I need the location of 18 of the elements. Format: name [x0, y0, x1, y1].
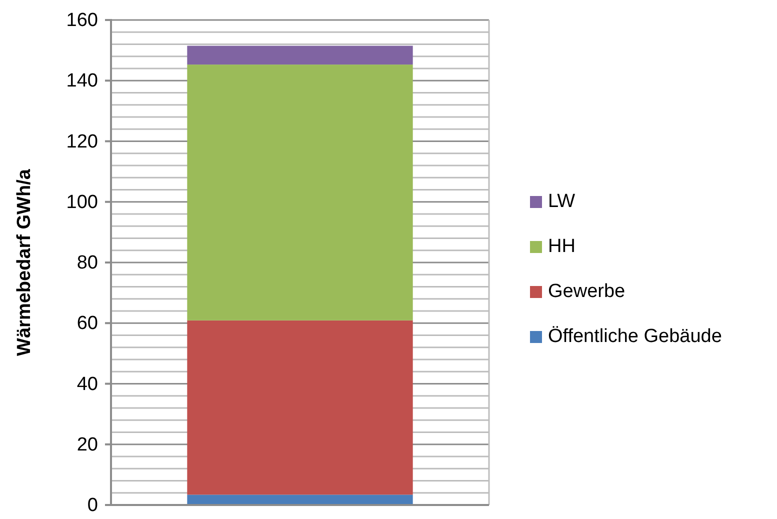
bar: [187, 64, 413, 320]
bar: [187, 46, 413, 65]
y-tick-label: 60: [76, 313, 98, 334]
legend-label: LW: [548, 191, 576, 212]
y-tick-label: 140: [66, 70, 98, 92]
y-tick-label: 120: [66, 131, 98, 152]
y-tick-label: 160: [66, 10, 98, 32]
legend-label: HH: [548, 236, 576, 257]
y-tick-label: 0: [87, 495, 98, 516]
legend-label: Gewerbe: [548, 281, 626, 302]
bar: [187, 494, 413, 505]
y-tick-label: 20: [76, 434, 98, 456]
y-axis-title: Wärmebedarf GWh/a: [14, 168, 35, 356]
legend-label: Öffentliche Gebäude: [548, 326, 722, 347]
bar: [187, 320, 413, 495]
y-tick-label: 80: [76, 252, 98, 274]
y-tick-label: 100: [66, 192, 98, 213]
y-tick-label: 40: [76, 374, 98, 395]
